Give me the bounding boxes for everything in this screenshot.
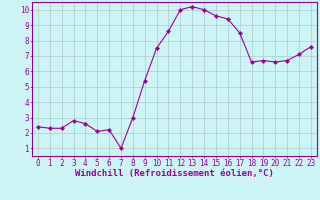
X-axis label: Windchill (Refroidissement éolien,°C): Windchill (Refroidissement éolien,°C)	[75, 169, 274, 178]
